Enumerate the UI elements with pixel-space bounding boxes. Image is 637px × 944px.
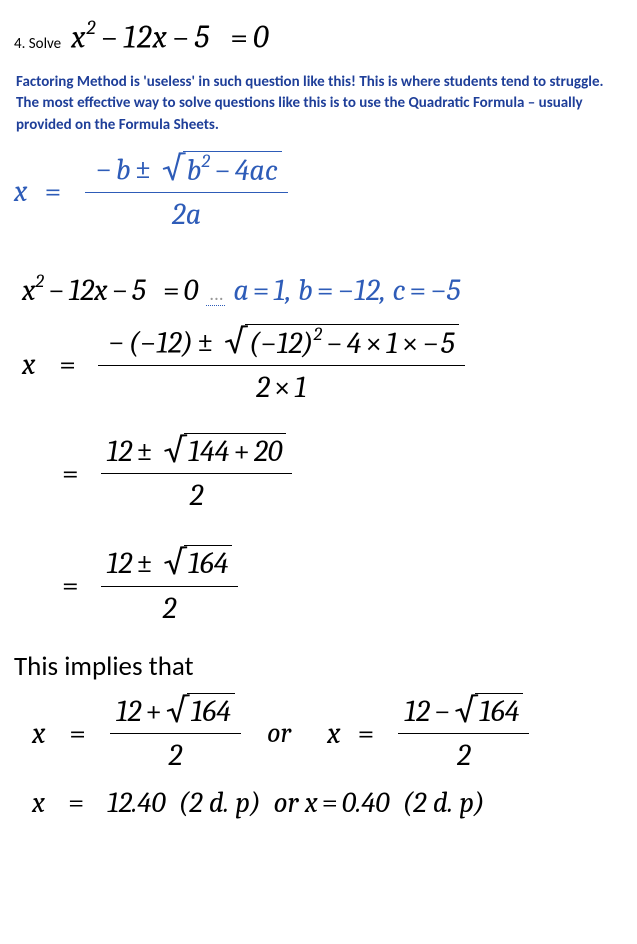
ellipsis: … <box>206 282 225 306</box>
step-3: = 12± √164 2 <box>58 545 623 626</box>
restated-equation: x2−12x−5 =0 <box>22 272 198 308</box>
sol-right-den: 2 <box>398 734 529 773</box>
worked-solution-page: 4. Solve x2−12x−5 =0 Factoring Method is… <box>0 0 637 844</box>
step-lhs: = <box>58 456 83 491</box>
step-denominator: 2 <box>101 474 293 513</box>
step-numerator: −(−12)± √(−12)2−4×1×−5 <box>98 324 465 366</box>
step-denominator: 2×1 <box>98 366 465 405</box>
coefficients-identification: x2−12x−5 =0 … a=1, b=−12, c=−5 <box>22 272 623 308</box>
coefficients-list: a=1, b=−12, c=−5 <box>233 273 460 308</box>
final-answer: x = 12.40 (2 d. p) or x=0.40 (2 d. p) <box>32 787 623 820</box>
step-numerator: 12± √164 <box>101 545 239 587</box>
step-fraction: −(−12)± √(−12)2−4×1×−5 2×1 <box>94 324 469 405</box>
sol-right-lhs: x = <box>327 716 378 751</box>
step-lhs: x = <box>22 347 80 382</box>
problem-number: 4. Solve <box>14 35 61 53</box>
problem-equation: x2−12x−5 =0 <box>71 18 269 56</box>
formula-numerator: −b± √b2−4ac <box>85 151 288 193</box>
sol-right-num: 12−√164 <box>398 693 529 735</box>
step-2: = 12± √144+20 2 <box>58 433 623 514</box>
implies-text: This implies that <box>14 650 623 683</box>
step-denominator: 2 <box>101 587 239 626</box>
sol-right-frac: 12−√164 2 <box>394 693 533 774</box>
problem-statement: 4. Solve x2−12x−5 =0 <box>14 18 623 56</box>
sol-left-lhs: x = <box>32 716 90 751</box>
sol-left-den: 2 <box>110 734 241 773</box>
or-text: or <box>261 717 297 749</box>
sol-left-num: 12+√164 <box>110 693 241 735</box>
step-numerator: 12± √144+20 <box>101 433 293 475</box>
step-fraction: 12± √144+20 2 <box>97 433 297 514</box>
solutions-split: x = 12+√164 2 or x = 12−√164 2 <box>32 693 623 774</box>
formula-denominator: 2a <box>85 193 288 232</box>
step-fraction: 12± √164 2 <box>97 545 243 626</box>
explanation-text: Factoring Method is 'useless' in such qu… <box>16 72 621 137</box>
quadratic-formula: x = −b± √b2−4ac 2a <box>14 151 623 232</box>
step-1: x = −(−12)± √(−12)2−4×1×−5 2×1 <box>22 324 623 405</box>
formula-lhs: x = <box>14 174 65 209</box>
sol-left-frac: 12+√164 2 <box>106 693 245 774</box>
step-lhs: = <box>58 568 83 603</box>
formula-fraction: −b± √b2−4ac 2a <box>81 151 292 232</box>
